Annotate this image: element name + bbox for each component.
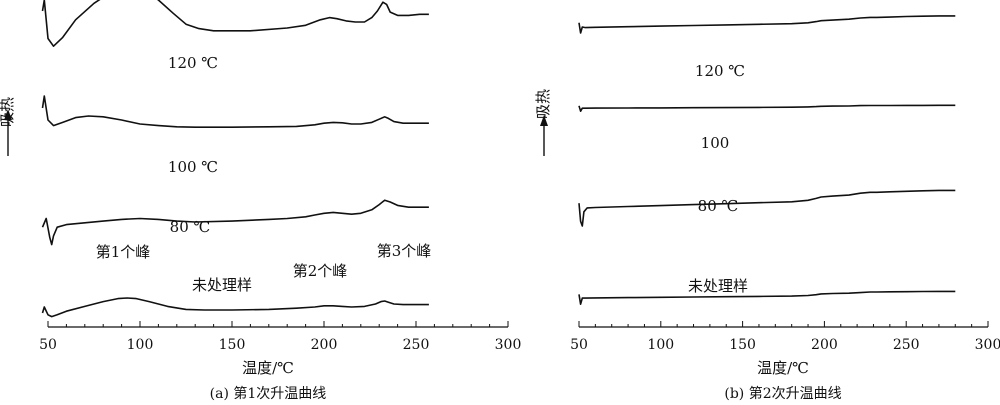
panel-b-y-label: 吸热 — [534, 89, 552, 119]
panel-b-curves — [578, 15, 956, 305]
panel-a-curve-1 — [41, 0, 429, 47]
panel-a-curve-3 — [41, 199, 429, 246]
panel-b-curve-2 — [578, 104, 956, 112]
panel-b-endo-arrow-icon — [540, 115, 548, 156]
panel-a-tick-label-300: 300 — [495, 337, 522, 353]
panel-b-caption: (b) 第2次升温曲线 — [724, 385, 841, 402]
panel-a-endo-arrow-icon — [4, 109, 12, 156]
panel-b-curve-1 — [578, 15, 956, 34]
panel-a-tick-label-50: 50 — [39, 337, 57, 353]
panel-b: 50 100 150 200 250 300 温度/℃ (b) 第2次升温曲线 吸热 12… — [534, 15, 1000, 402]
annotation-peak-1: 第1个峰 — [96, 243, 151, 261]
panel-b-tick-label-50: 50 — [570, 337, 588, 353]
panel-a-tick-label-250: 250 — [403, 337, 430, 353]
panel-b-series-label-2: 100 — [701, 134, 730, 152]
panel-a-x-label: 温度/℃ — [242, 359, 294, 377]
panel-a-caption: (a) 第1次升温曲线 — [210, 385, 327, 402]
panel-a-ticks: 50 100 150 200 250 300 — [39, 321, 521, 353]
panel-a-series-label-1: 120 ℃ — [168, 54, 218, 72]
annotation-peak-3: 第3个峰 — [377, 242, 432, 260]
panel-b-tick-label-100: 100 — [647, 337, 674, 353]
panel-b-ticks: 50 100 150 200 250 300 — [570, 321, 1000, 353]
panel-b-curve-3 — [578, 189, 956, 227]
panel-a-series-label-3: 80 ℃ — [170, 218, 211, 236]
panel-a-series-label-4: 未处理样 — [192, 276, 252, 294]
annotation-peak-2: 第2个峰 — [293, 262, 348, 280]
panel-a-tick-label-150: 150 — [219, 337, 246, 353]
panel-b-tick-label-250: 250 — [893, 337, 920, 353]
panel-a-curve-4 — [41, 297, 429, 318]
panel-b-series-label-1: 120 ℃ — [695, 62, 745, 80]
panel-a-tick-label-200: 200 — [311, 337, 338, 353]
panel-b-series-label-3: 80 ℃ — [698, 197, 739, 215]
panel-b-tick-label-200: 200 — [811, 337, 838, 353]
panel-a-series-label-2: 100 ℃ — [168, 158, 218, 176]
panel-b-tick-label-150: 150 — [729, 337, 756, 353]
panel-b-series-label-4: 未处理样 — [688, 277, 748, 295]
panel-a-tick-label-100: 100 — [127, 337, 154, 353]
panel-a-curve-2 — [41, 95, 429, 128]
panel-b-curve-4 — [578, 290, 956, 305]
panel-b-x-label: 温度/℃ — [757, 359, 809, 377]
panel-a-curves — [41, 0, 429, 318]
panel-b-tick-label-300: 300 — [975, 337, 1000, 353]
